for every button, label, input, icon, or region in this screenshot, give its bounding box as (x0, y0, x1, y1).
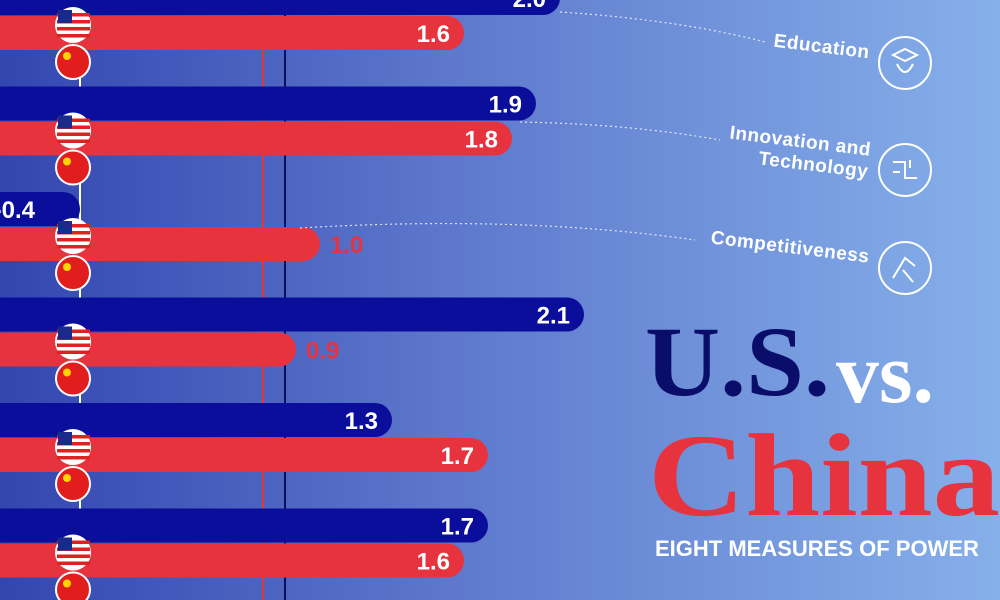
flag-stripe (57, 245, 90, 249)
bar (0, 86, 536, 121)
value-label: 1.7 (441, 443, 474, 470)
flag-cn (55, 149, 91, 186)
bar (0, 227, 320, 261)
flag-star (63, 52, 71, 60)
value-label: 1.6 (417, 21, 450, 48)
flag-cn (55, 466, 91, 502)
flag-bg (55, 255, 91, 291)
value-label: 2.0 (513, 0, 546, 13)
flag-stripe (57, 435, 90, 439)
flag-canton (58, 115, 72, 129)
flag-stripe (57, 34, 90, 38)
connector (559, 11, 766, 43)
flag-stripe (57, 231, 90, 235)
value-label: 0.9 (306, 338, 339, 365)
flag-star (63, 157, 71, 166)
bar (0, 403, 392, 437)
icon-glyph (893, 160, 917, 179)
icon (878, 241, 932, 295)
flag-stripe (57, 238, 90, 242)
flag-cn (55, 571, 91, 600)
bar (0, 297, 584, 332)
bar (0, 332, 296, 367)
flag-stripe (57, 442, 90, 446)
flag-star (63, 579, 71, 588)
value-label: 1.6 (417, 549, 450, 576)
flag-stripe (57, 224, 90, 228)
flag-canton (58, 537, 72, 551)
value-label: 1.9 (489, 92, 522, 119)
flag-star (63, 474, 71, 482)
value-label: 1.3 (345, 408, 378, 435)
flag-bg (55, 466, 91, 502)
flag-stripe (57, 547, 90, 551)
flag-stripe (57, 125, 90, 129)
flag-canton (58, 432, 72, 445)
flag-stripe (57, 561, 90, 565)
subtitle: EIGHT MEASURES OF POWER (655, 536, 979, 561)
flag-stripe (57, 540, 90, 544)
title-part: China (648, 410, 1000, 541)
value-label: 1.8 (465, 127, 498, 154)
flag-canton (58, 326, 72, 340)
flag-stripe (57, 132, 90, 136)
bar (0, 508, 488, 543)
flag-us (55, 112, 91, 149)
flag-cn (55, 255, 91, 291)
value-label: 1.7 (441, 514, 474, 541)
value-label: -0.4 (0, 197, 36, 224)
bar (0, 543, 464, 578)
flag-us (55, 218, 91, 254)
icon-glyph (892, 256, 916, 283)
flag-stripe (57, 329, 90, 333)
flag-stripe (57, 336, 90, 340)
icon (878, 143, 932, 197)
icon (878, 36, 932, 90)
flag-stripe (57, 139, 90, 143)
flag-us (55, 429, 91, 465)
flag-us (55, 534, 91, 571)
flag-stripe (57, 554, 90, 558)
flag-stripe (57, 27, 90, 31)
bars: 2.0 1.6 1.9 1.8 -0.4 1.0 2.1 0.9 1.3 1.7 1.7 1.6 (0, 0, 584, 600)
flag-star (63, 368, 71, 377)
flag-bg (55, 571, 91, 600)
connector (519, 121, 721, 141)
bar (0, 16, 464, 50)
title-part: vs. (836, 325, 934, 421)
flag-stripe (57, 343, 90, 347)
flag-canton (58, 221, 72, 234)
flag-us (55, 7, 91, 43)
bar (0, 121, 512, 156)
bar (0, 438, 488, 472)
flag-stripe (57, 456, 90, 460)
flag-us (55, 323, 91, 360)
flag-stripe (57, 13, 90, 17)
icons (878, 36, 932, 295)
flag-stripe (57, 20, 90, 24)
flag-stripe (57, 118, 90, 122)
flag-cn (55, 44, 91, 80)
bar (0, 0, 560, 15)
bar (0, 192, 80, 226)
flag-bg (55, 149, 91, 186)
flag-canton (58, 10, 72, 23)
flag-bg (55, 360, 91, 397)
value-label: 1.0 (330, 232, 363, 259)
value-label: 2.1 (537, 303, 570, 330)
flag-cn (55, 360, 91, 397)
flag-star (63, 263, 71, 271)
icon-glyph (890, 47, 920, 73)
title-part: U.S. (645, 306, 830, 417)
connectors (299, 11, 766, 241)
flag-stripe (57, 350, 90, 354)
flag-bg (55, 44, 91, 80)
flag-stripe (57, 449, 90, 453)
